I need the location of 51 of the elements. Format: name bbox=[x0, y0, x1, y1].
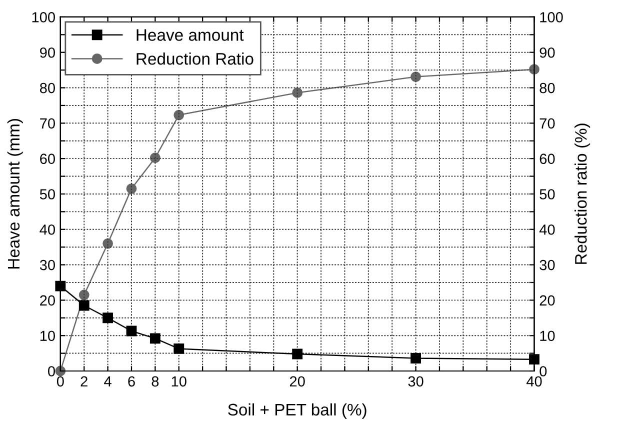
legend-label: Heave amount bbox=[136, 29, 244, 41]
y-tick-label: 80 bbox=[40, 82, 55, 94]
y2-tick-label: 0 bbox=[540, 366, 547, 376]
y2-tick-label: 20 bbox=[540, 295, 555, 306]
y-tick-label: 70 bbox=[40, 118, 55, 129]
y2-tick-label: 30 bbox=[540, 260, 555, 270]
point bbox=[55, 280, 66, 292]
point bbox=[174, 343, 184, 354]
point bbox=[410, 72, 421, 82]
y-tick-label: 50 bbox=[40, 189, 55, 200]
y2-tick-label: 50 bbox=[540, 189, 555, 200]
y-tick-label: 20 bbox=[40, 295, 55, 306]
point bbox=[292, 348, 303, 360]
y-tick-label: 40 bbox=[40, 224, 55, 235]
x-tick-label: 4 bbox=[104, 376, 112, 386]
x-tick-label: 6 bbox=[128, 376, 135, 387]
point bbox=[55, 366, 66, 376]
x-tick-label: 40 bbox=[526, 376, 542, 387]
y2-tick-label: 40 bbox=[539, 224, 555, 235]
point bbox=[174, 110, 184, 120]
y2-tick-label: 90 bbox=[540, 47, 555, 58]
x-tick-label: 0 bbox=[56, 376, 64, 387]
point bbox=[78, 300, 90, 311]
point bbox=[410, 353, 421, 364]
point bbox=[126, 183, 137, 194]
point bbox=[150, 333, 160, 344]
x-tick-label: 30 bbox=[408, 376, 424, 387]
x-tick-label: 10 bbox=[172, 376, 186, 387]
y-tick-label: 10 bbox=[40, 330, 55, 342]
y-tick-label: 60 bbox=[40, 154, 55, 164]
point bbox=[529, 354, 540, 365]
point bbox=[102, 312, 114, 324]
legend-label: Reduction Ratio bbox=[136, 52, 254, 65]
y2-tick-label: 10 bbox=[540, 330, 555, 342]
point bbox=[292, 88, 303, 98]
y-tick-label: 30 bbox=[40, 260, 55, 270]
point bbox=[78, 290, 90, 300]
y-tick-label: 100 bbox=[32, 12, 55, 22]
y-tick-label: 90 bbox=[40, 47, 55, 58]
x-axis-title: Soil + PET ball (%) bbox=[228, 403, 366, 419]
x-tick-label: 8 bbox=[152, 376, 159, 387]
y2-axis-title: Reduction ratio (%) bbox=[574, 124, 590, 264]
point bbox=[126, 326, 137, 336]
y-tick-label: 0 bbox=[48, 366, 55, 376]
y-axis-title: Heave amount (mm) bbox=[7, 119, 23, 269]
y2-tick-label: 60 bbox=[540, 154, 555, 164]
x-tick-label: 20 bbox=[290, 376, 305, 387]
y2-tick-label: 70 bbox=[540, 118, 555, 129]
y2-tick-label: 100 bbox=[540, 12, 563, 22]
y2-tick-label: 80 bbox=[540, 82, 555, 94]
x-tick-label: 2 bbox=[80, 376, 88, 386]
